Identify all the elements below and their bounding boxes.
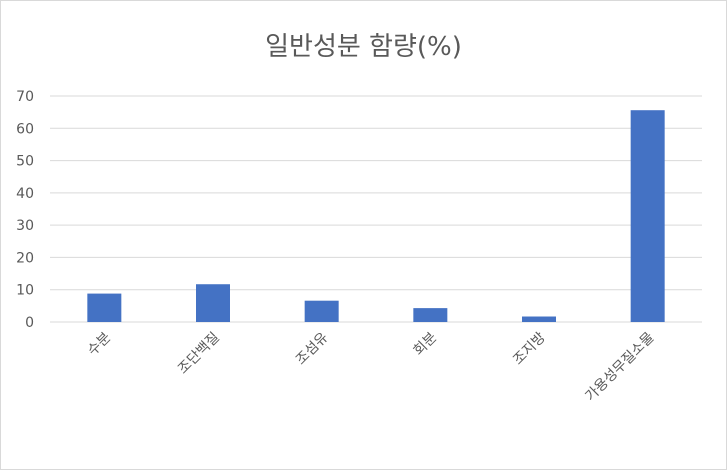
y-tick-label: 40 bbox=[16, 186, 34, 202]
bar bbox=[630, 110, 665, 322]
y-tick-label: 70 bbox=[16, 89, 34, 105]
x-tick-label: 조단백질 bbox=[175, 330, 223, 378]
y-tick-label: 20 bbox=[16, 250, 34, 266]
bar bbox=[87, 293, 122, 322]
x-tick-label: 회분 bbox=[411, 329, 441, 359]
y-tick-label: 60 bbox=[16, 121, 34, 137]
bar bbox=[522, 316, 556, 322]
chart-title: 일반성분 함량(%) bbox=[265, 32, 462, 62]
bar bbox=[196, 284, 230, 322]
x-tick-label: 조섬유 bbox=[293, 329, 332, 368]
bar bbox=[304, 300, 339, 322]
y-tick-label: 10 bbox=[16, 283, 34, 299]
x-tick-label: 수분 bbox=[85, 329, 115, 359]
x-tick-label: 가용성무질소물 bbox=[582, 329, 657, 404]
x-tick-label: 조지방 bbox=[510, 329, 549, 368]
y-tick-label: 50 bbox=[16, 154, 34, 170]
y-tick-label: 30 bbox=[16, 218, 34, 234]
y-tick-label: 0 bbox=[25, 315, 34, 331]
bar bbox=[413, 308, 448, 322]
